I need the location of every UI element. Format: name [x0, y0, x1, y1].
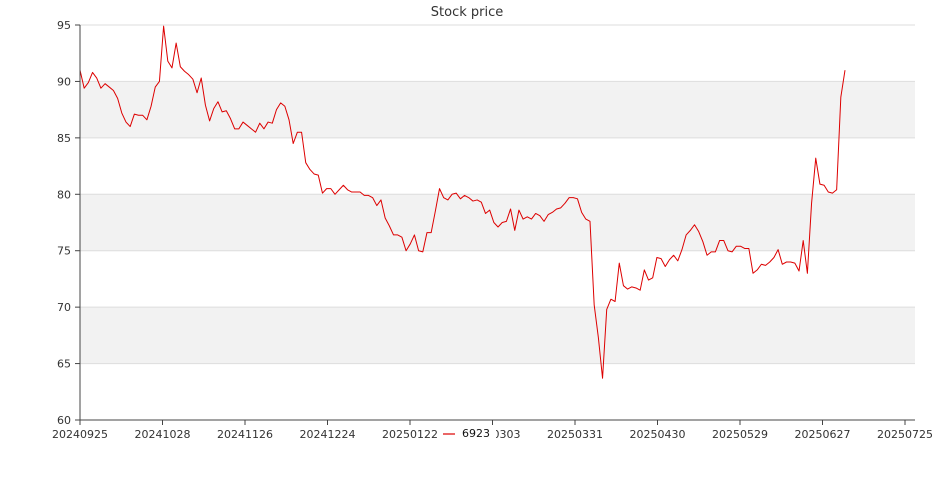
- x-tick-label: 20250627: [795, 428, 851, 441]
- background-band: [80, 194, 915, 251]
- x-tick-label: 20241126: [217, 428, 273, 441]
- background-bands: [80, 81, 915, 364]
- x-tick-label: 20250122: [382, 428, 438, 441]
- x-tick-label: 20250725: [877, 428, 933, 441]
- series-line-6923: [79, 25, 846, 379]
- x-tick-label: 20241028: [135, 428, 191, 441]
- x-tick-label: 20240925: [52, 428, 108, 441]
- legend-label-6923: 6923: [462, 427, 490, 440]
- background-band: [80, 81, 915, 138]
- x-tick-label: 20250430: [630, 428, 686, 441]
- y-tick-label: 60: [57, 414, 71, 427]
- y-tick-label: 85: [57, 132, 71, 145]
- y-tick-label: 80: [57, 188, 71, 201]
- legend-background: [438, 425, 496, 442]
- chart-title: Stock price: [431, 5, 503, 20]
- y-tick-label: 95: [57, 19, 71, 32]
- background-band: [80, 307, 915, 364]
- y-axis-ticks: 60 65 70 75 80 85 90 95: [57, 19, 80, 427]
- x-tick-label: 20241224: [300, 428, 356, 441]
- y-tick-label: 90: [57, 75, 71, 88]
- y-tick-label: 70: [57, 301, 71, 314]
- axes: [79, 25, 915, 421]
- x-axis-ticks: 20240925 20241028 20241126 20241224 20250122…: [52, 420, 933, 441]
- legend[interactable]: 6923: [438, 425, 496, 442]
- y-tick-label: 65: [57, 358, 71, 371]
- horizontal-gridlines: [80, 24, 915, 365]
- x-tick-label: 20250529: [712, 428, 768, 441]
- y-tick-label: 75: [57, 245, 71, 258]
- x-tick-label: 20250331: [547, 428, 603, 441]
